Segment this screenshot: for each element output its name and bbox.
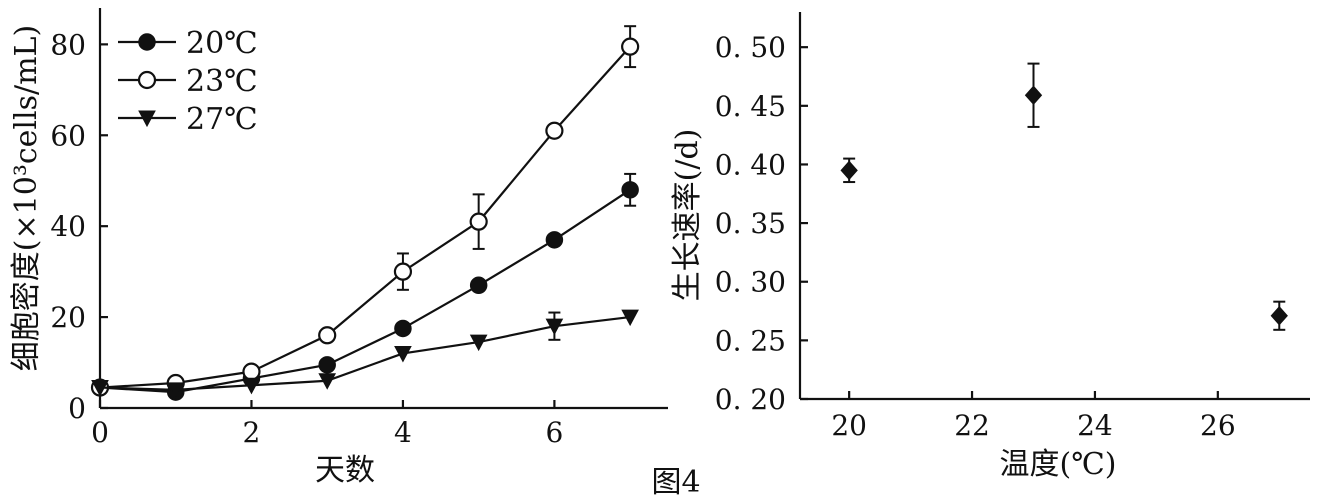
- data-point: [393, 262, 413, 281]
- series-line: [99, 315, 631, 391]
- data-point: [469, 276, 488, 295]
- data-point: [242, 362, 261, 381]
- right-x-axis-label: 温度(℃): [1000, 447, 1117, 482]
- y-tick-label: 0. 40: [715, 148, 786, 181]
- legend: 20℃23℃27℃: [118, 26, 258, 137]
- data-point: [469, 334, 488, 352]
- data-point: [545, 121, 564, 140]
- legend-marker: [138, 33, 156, 51]
- data-point: [545, 318, 564, 336]
- series-2: [91, 309, 639, 399]
- left-axes: [98, 8, 668, 410]
- data-point: [394, 319, 412, 338]
- legend-marker: [138, 110, 156, 128]
- legend-marker: [137, 70, 157, 90]
- y-tick-label: 0. 45: [715, 90, 786, 123]
- x-tick-label: 20: [831, 409, 867, 442]
- data-point: [91, 380, 109, 397]
- series-0: [840, 62, 1288, 331]
- x-tick-label: 2: [243, 416, 261, 449]
- right-y-ticks: 0. 20 0. 25 0. 30 0. 35 0. 40 0. 45 0. 50: [715, 31, 808, 416]
- y-tick-label: 0. 35: [715, 207, 786, 240]
- data-point: [621, 37, 640, 56]
- figure-caption: 图4: [651, 465, 700, 500]
- left-y-ticks: 0 20 40 60 80: [50, 28, 108, 425]
- data-point: [840, 160, 858, 181]
- series-line: [99, 188, 631, 394]
- x-tick-label: 4: [394, 416, 412, 449]
- y-tick-label: 0: [68, 392, 86, 425]
- x-tick-label: 26: [1200, 409, 1236, 442]
- y-tick-label: 40: [50, 210, 86, 243]
- series-line: [99, 45, 631, 389]
- x-tick-label: 6: [545, 416, 563, 449]
- data-point: [1270, 305, 1288, 326]
- legend-label: 20℃: [186, 26, 258, 61]
- data-point: [318, 373, 337, 390]
- right-y-axis-label: 生长速率(/d): [670, 129, 705, 302]
- legend-label: 23℃: [186, 64, 258, 99]
- y-tick-label: 80: [50, 28, 86, 61]
- data-point: [166, 382, 185, 399]
- data-point: [318, 356, 336, 374]
- y-tick-label: 0. 20: [715, 383, 786, 416]
- left-x-axis-label: 天数: [315, 453, 375, 488]
- left-y-axis-label: 细胞密度(×10³cells/mL): [9, 25, 44, 371]
- data-point: [394, 345, 412, 363]
- data-point: [469, 212, 488, 231]
- left-x-ticks: 0 2 4 6: [91, 400, 563, 449]
- x-tick-label: 0: [91, 416, 109, 449]
- data-point: [318, 326, 337, 345]
- right-x-ticks: 20 22 24 26: [831, 391, 1236, 442]
- y-tick-label: 0. 50: [715, 31, 786, 64]
- y-tick-label: 0. 30: [715, 266, 786, 299]
- y-tick-label: 0. 25: [715, 324, 786, 357]
- y-tick-label: 20: [50, 301, 86, 334]
- data-point: [545, 231, 564, 249]
- x-tick-label: 22: [954, 409, 990, 442]
- right-series-group: [840, 62, 1288, 331]
- left-series-group: [90, 25, 640, 401]
- growth-rate-chart: 0. 20 0. 25 0. 30 0. 35 0. 40 0. 45 0. 50 20 22…: [670, 12, 1310, 482]
- right-axes: [798, 12, 1310, 401]
- x-tick-label: 24: [1077, 409, 1113, 442]
- legend-label: 27℃: [186, 102, 258, 137]
- y-tick-label: 60: [50, 119, 86, 152]
- data-point: [621, 309, 639, 327]
- data-point: [621, 181, 639, 199]
- data-point: [242, 377, 261, 395]
- data-point: [1024, 85, 1043, 106]
- cell-density-chart: 0 20 40 60 80 0 2 4 6 20℃23℃27℃ 天数 细胞密度(×10³cel…: [9, 8, 668, 488]
